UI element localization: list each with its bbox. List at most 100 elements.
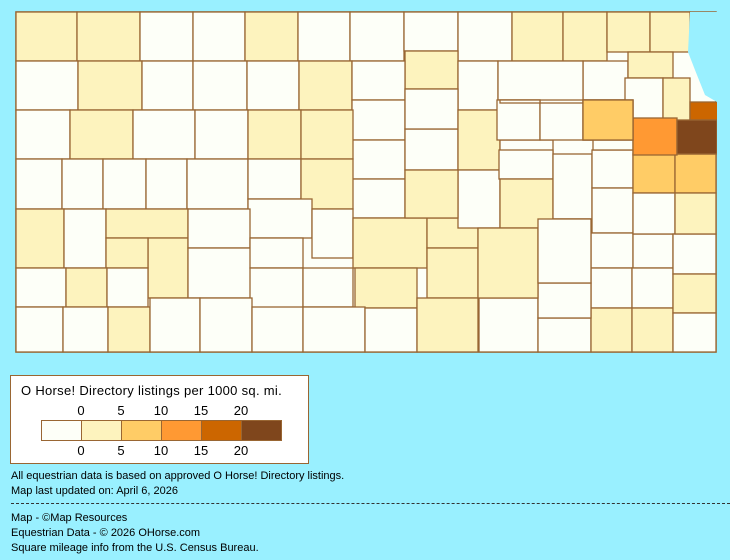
legend-tick-top: 15	[193, 403, 209, 418]
county	[354, 267, 418, 309]
county	[352, 217, 428, 269]
county	[62, 306, 109, 353]
county	[149, 297, 201, 353]
county	[403, 11, 459, 52]
county	[187, 247, 252, 299]
county	[591, 187, 634, 234]
county	[15, 158, 63, 210]
county	[672, 233, 717, 275]
county	[416, 297, 479, 353]
county	[649, 11, 691, 53]
county	[351, 99, 406, 141]
county	[247, 198, 313, 239]
county	[590, 307, 633, 353]
county	[15, 11, 78, 62]
county	[199, 297, 253, 353]
county	[351, 139, 406, 180]
county	[65, 267, 108, 308]
county	[105, 208, 189, 239]
legend-swatch	[202, 421, 242, 440]
county	[590, 232, 634, 269]
county	[251, 306, 304, 353]
county	[15, 109, 71, 160]
legend: O Horse! Directory listings per 1000 sq.…	[10, 375, 309, 464]
county	[311, 208, 354, 259]
county	[477, 227, 539, 299]
county	[186, 158, 249, 210]
county	[537, 218, 592, 284]
last-updated-note: Map last updated on: April 6, 2026	[11, 485, 178, 497]
legend-swatch	[162, 421, 202, 440]
legend-tick-top: 10	[153, 403, 169, 418]
county	[349, 11, 405, 62]
county	[672, 312, 717, 353]
legend-swatch	[242, 421, 281, 440]
county	[244, 11, 299, 62]
county	[496, 99, 541, 141]
county	[689, 101, 719, 121]
county	[247, 109, 302, 160]
county	[69, 109, 134, 160]
county	[676, 119, 718, 155]
county	[537, 317, 592, 353]
county	[194, 109, 249, 160]
county	[63, 208, 107, 269]
county	[351, 178, 406, 219]
county	[404, 169, 459, 219]
county	[426, 247, 479, 299]
legend-swatch	[42, 421, 82, 440]
county	[582, 99, 634, 141]
county	[631, 267, 674, 309]
county	[498, 149, 554, 180]
county	[632, 117, 678, 156]
county	[192, 60, 248, 111]
legend-swatch	[82, 421, 122, 440]
county	[187, 208, 251, 249]
county	[511, 11, 564, 62]
county	[457, 109, 501, 171]
county	[106, 267, 149, 308]
county	[404, 88, 459, 130]
legend-tick-bottom: 5	[117, 443, 125, 458]
county	[300, 109, 354, 160]
county	[15, 60, 79, 111]
legend-tick-top: 5	[117, 403, 125, 418]
county	[102, 158, 147, 210]
county	[249, 237, 304, 269]
county	[631, 307, 674, 353]
county	[674, 192, 717, 235]
county	[105, 237, 149, 269]
county	[478, 297, 539, 353]
county	[141, 60, 194, 111]
county	[672, 273, 717, 314]
county	[302, 306, 366, 353]
legend-swatch	[122, 421, 162, 440]
county	[15, 306, 64, 353]
county	[302, 267, 354, 308]
county	[582, 60, 629, 101]
county	[351, 60, 406, 101]
county	[247, 158, 302, 200]
county	[298, 60, 353, 111]
county	[591, 149, 634, 189]
county	[297, 11, 351, 62]
county	[249, 267, 304, 309]
county	[139, 11, 194, 62]
kansas-county-map	[15, 11, 730, 353]
county	[627, 51, 674, 79]
county	[145, 158, 188, 210]
county	[632, 153, 676, 194]
county	[497, 60, 584, 101]
county	[457, 60, 499, 111]
county	[61, 158, 104, 210]
missouri-river-edge	[688, 12, 730, 352]
county	[76, 11, 141, 62]
county	[537, 282, 592, 319]
county	[364, 307, 418, 353]
legend-tick-top: 20	[233, 403, 249, 418]
county	[499, 99, 541, 104]
legend-tick-bottom: 15	[193, 443, 209, 458]
legend-tick-bottom: 10	[153, 443, 169, 458]
county	[404, 128, 459, 171]
legend-tick-bottom: 20	[233, 443, 249, 458]
